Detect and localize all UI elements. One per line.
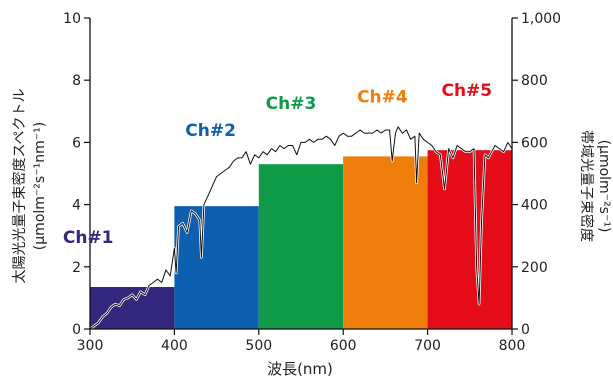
x-axis-label: 波長(nm) xyxy=(267,360,333,378)
channel-bar-3 xyxy=(258,164,344,329)
channel-bars xyxy=(90,150,512,329)
x-tick-label: 300 xyxy=(77,338,104,354)
y-right-tick-label: 600 xyxy=(521,135,548,151)
y-left-tick-label: 2 xyxy=(72,260,81,276)
right-axis-title: 帯域光量子束密度 (µmolm⁻²s⁻¹) xyxy=(578,130,612,242)
ticks: 300 400 500 600 700 800024681002004006008001,… xyxy=(63,11,561,354)
right-axis-title-line1: 帯域光量子束密度 xyxy=(578,130,595,242)
y-right-tick-label: 1,000 xyxy=(521,11,561,27)
channel-label-2: Ch#2 xyxy=(185,121,236,141)
left-axis-title-line2: (µmolm⁻²s⁻¹nm⁻¹) xyxy=(32,122,48,250)
x-tick-label: 700 xyxy=(414,338,441,354)
x-tick-label: 800 xyxy=(499,338,526,354)
y-right-tick-label: 0 xyxy=(521,322,530,338)
y-left-tick-label: 0 xyxy=(72,322,81,338)
x-tick-label: 500 xyxy=(245,338,272,354)
channel-bar-1 xyxy=(90,287,175,329)
y-left-tick-label: 8 xyxy=(72,73,81,89)
y-left-tick-label: 10 xyxy=(63,11,81,27)
channel-bar-4 xyxy=(343,156,428,329)
y-right-tick-label: 800 xyxy=(521,73,548,89)
y-left-tick-label: 6 xyxy=(72,135,81,151)
axes xyxy=(89,18,513,330)
channel-label-4: Ch#4 xyxy=(357,87,408,107)
spectrum-series xyxy=(89,125,514,331)
x-tick-label: 600 xyxy=(330,338,357,354)
spectrum-line xyxy=(89,126,513,330)
left-axis-title: 太陽光光量子束密度スペクトル (µmolm⁻²s⁻¹nm⁻¹) xyxy=(11,88,48,283)
channel-label-3: Ch#3 xyxy=(266,94,317,114)
left-axis-title-line1: 太陽光光量子束密度スペクトル xyxy=(11,88,28,283)
channel-bar-2 xyxy=(174,206,259,329)
y-left-tick-label: 4 xyxy=(72,198,81,214)
channel-labels: Ch#1 Ch#2 Ch#3 Ch#4 Ch#5 xyxy=(63,81,492,248)
channel-label-5: Ch#5 xyxy=(441,81,492,101)
y-right-tick-label: 400 xyxy=(521,198,548,214)
y-right-tick-label: 200 xyxy=(521,260,548,276)
right-axis-title-line2: (µmolm⁻²s⁻¹) xyxy=(596,140,612,233)
channel-bar-5 xyxy=(427,150,512,329)
channel-label-1: Ch#1 xyxy=(63,228,114,248)
x-tick-label: 400 xyxy=(161,338,188,354)
